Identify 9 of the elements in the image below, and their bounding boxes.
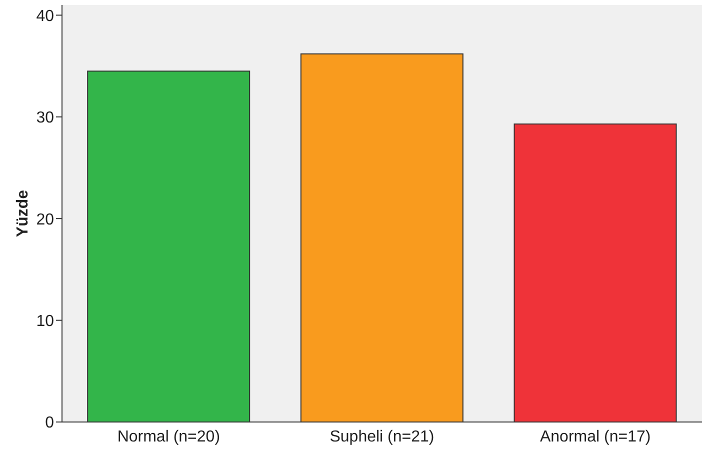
y-tick-label: 20	[36, 211, 54, 228]
y-tick-label: 10	[36, 312, 54, 330]
y-axis-title: Yüzde	[14, 190, 32, 238]
y-tick-label: 0	[45, 414, 54, 432]
x-tick-label: Anormal (n=17)	[540, 428, 651, 446]
y-tick-label: 40	[36, 8, 54, 25]
y-tick-label: 30	[36, 110, 54, 127]
x-tick-label: Normal (n=20)	[117, 428, 220, 446]
x-tick-label: Supheli (n=21)	[330, 428, 434, 446]
